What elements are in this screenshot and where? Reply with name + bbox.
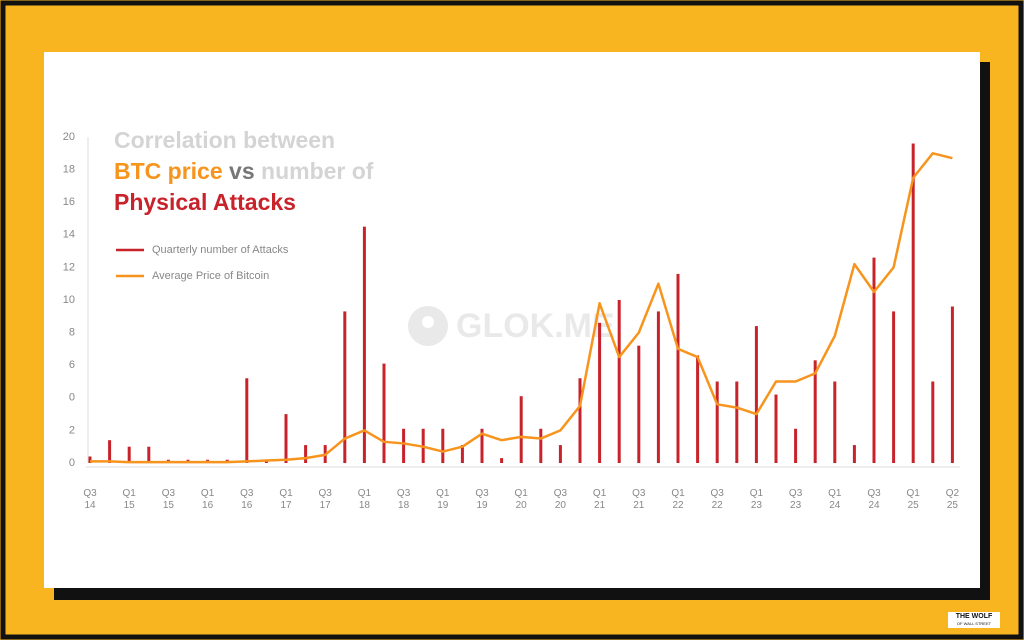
bar [500, 458, 504, 463]
x-tick-label: Q1 20 [514, 488, 528, 511]
logo-text: OF WALL STREET [957, 621, 992, 626]
bar [460, 445, 464, 463]
bar [754, 326, 758, 463]
bar [519, 396, 523, 463]
bar [656, 311, 660, 463]
bar [304, 445, 308, 463]
x-tick-label: Q3 14 [83, 488, 97, 511]
x-tick-label: Q1 23 [749, 488, 764, 511]
bar [108, 440, 112, 463]
title-part: number of [261, 158, 374, 184]
x-tick-label: Q3 17 [318, 488, 332, 511]
y-tick-label: 10 [63, 294, 75, 306]
y-tick-label: 2 [69, 424, 75, 436]
line [90, 152, 953, 464]
x-tick-label: Q1 21 [592, 488, 607, 511]
bar [676, 273, 680, 463]
bar [833, 381, 837, 463]
bar [617, 300, 621, 463]
x-tick-label: Q1 17 [279, 488, 293, 511]
bar [382, 363, 386, 463]
bar [127, 446, 131, 463]
panel [44, 52, 980, 588]
x-tick-label: Q1 15 [122, 488, 136, 511]
y-tick-label: 14 [63, 229, 75, 241]
watermark-text: GLOK.ME [456, 307, 615, 345]
bar [264, 461, 268, 463]
bar [558, 445, 562, 463]
bar [852, 445, 856, 463]
x-tick-label: Q1 24 [828, 488, 842, 511]
bar [794, 428, 798, 463]
bar [911, 143, 915, 463]
title-part: Physical Attacks [114, 189, 296, 215]
bar [441, 428, 445, 463]
y-tick-label: 8 [69, 327, 75, 339]
bar [578, 378, 582, 463]
logo-text: THE WOLF [956, 613, 993, 620]
y-tick-label: 16 [63, 196, 75, 208]
bar [735, 381, 739, 463]
bar [950, 306, 954, 463]
bar [362, 226, 366, 463]
bar [480, 428, 484, 463]
bar [284, 414, 288, 463]
x-tick-label: Q3 21 [632, 488, 646, 511]
y-tick-label: 6 [69, 359, 75, 371]
bar [892, 311, 896, 463]
y-tick-label: 0 [69, 392, 75, 404]
bar [402, 428, 406, 463]
bar [931, 381, 935, 463]
x-tick-label: Q3 19 [475, 488, 489, 511]
x-tick-label: Q1 16 [200, 488, 215, 511]
bar [539, 428, 543, 463]
legend-label: Average Price of Bitcoin [152, 270, 269, 282]
bar [343, 311, 347, 463]
x-tick-label: Q3 23 [788, 488, 803, 511]
y-tick-label: 18 [63, 164, 75, 176]
x-tick-label: Q3 15 [161, 488, 176, 511]
bar [147, 446, 151, 463]
x-tick-label: Q3 24 [867, 488, 881, 511]
bar [872, 257, 876, 463]
title-part: BTC price [114, 158, 223, 184]
bar [715, 381, 719, 463]
x-tick-label: Q1 22 [671, 488, 685, 511]
watermark-icon [422, 316, 434, 328]
x-tick-label: Q3 22 [710, 488, 724, 511]
bar [245, 378, 249, 463]
y-tick-label: 12 [63, 261, 75, 273]
title-part: Correlation between [114, 127, 335, 153]
x-tick-label: Q1 19 [436, 488, 450, 511]
x-tick-label: Q1 18 [357, 488, 372, 511]
bar [696, 355, 700, 463]
y-tick-label: 20 [63, 131, 75, 143]
x-tick-label: Q3 20 [553, 488, 568, 511]
bar [598, 322, 602, 463]
x-tick-label: Q3 16 [240, 488, 254, 511]
x-tick-label: Q1 25 [906, 488, 920, 511]
bar [88, 456, 92, 463]
chart-title: Correlation between BTC price vs number … [114, 127, 380, 215]
title-part: vs [229, 158, 255, 184]
bar [637, 345, 641, 463]
watermark: GLOK.ME [408, 306, 615, 346]
bar [813, 360, 817, 463]
logo-bg [948, 612, 1000, 628]
bar [774, 394, 778, 463]
watermark-icon [408, 306, 448, 346]
legend-label: Quarterly number of Attacks [152, 244, 289, 256]
y-tick-label: 0 [69, 457, 75, 469]
x-tick-label: Q3 18 [396, 488, 411, 511]
x-tick-label: Q2 25 [945, 488, 960, 511]
logo: THE WOLF OF WALL STREET [948, 612, 1000, 628]
